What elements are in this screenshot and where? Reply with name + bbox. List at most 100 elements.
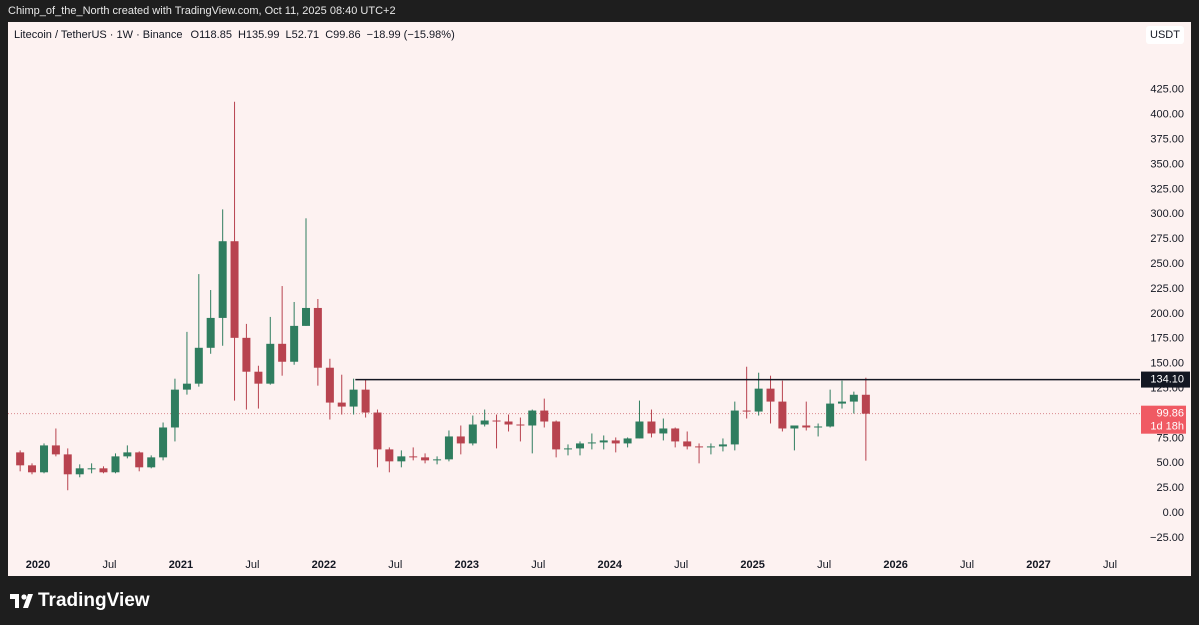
y-tick-label: 275.00 bbox=[1150, 233, 1184, 245]
candle-body bbox=[254, 371, 263, 384]
candle-body bbox=[671, 428, 680, 442]
candle-body bbox=[576, 443, 585, 449]
y-tick-label: 325.00 bbox=[1150, 183, 1184, 195]
candle-body bbox=[492, 420, 501, 422]
candle-body bbox=[397, 456, 406, 462]
quote: O118.85 H135.99 L52.71 C99.86 −18.99 (−15.98… bbox=[191, 29, 455, 41]
logo-shape bbox=[10, 594, 19, 599]
x-tick-label: 2026 bbox=[883, 559, 907, 571]
candle-body bbox=[790, 425, 799, 429]
x-tick-label: Jul bbox=[817, 559, 831, 571]
header-text: Chimp_of_the_North created with TradingV… bbox=[8, 5, 396, 17]
candle-body bbox=[433, 459, 442, 461]
currency: USDT bbox=[1150, 29, 1180, 41]
candle-body bbox=[337, 402, 346, 407]
candle-body bbox=[766, 388, 775, 402]
candle-body bbox=[123, 452, 132, 457]
candle-body bbox=[194, 347, 203, 384]
candle-body bbox=[87, 468, 96, 470]
quote-value: H135.99 bbox=[238, 29, 280, 41]
y-tick-label: 250.00 bbox=[1150, 258, 1184, 270]
quote-value: C99.86 bbox=[325, 29, 360, 41]
quote-value: −18.99 (−15.98%) bbox=[367, 29, 455, 41]
x-tick-label: Jul bbox=[1103, 559, 1117, 571]
footer-logo bbox=[10, 594, 33, 608]
x-tick-label: 2023 bbox=[455, 559, 479, 571]
candle-body bbox=[51, 445, 60, 455]
logo-shape bbox=[23, 594, 33, 608]
y-tick-label: 25.00 bbox=[1156, 482, 1184, 494]
x-tick-label: 2022 bbox=[312, 559, 336, 571]
level-label-box bbox=[1141, 371, 1190, 388]
x-tick-label: Jul bbox=[245, 559, 259, 571]
candle-body bbox=[563, 448, 572, 450]
candle-body bbox=[480, 420, 489, 425]
candle-body bbox=[421, 457, 430, 461]
candle-body bbox=[99, 468, 108, 473]
candle-body bbox=[409, 456, 418, 458]
x-tick-label: Jul bbox=[388, 559, 402, 571]
candle-body bbox=[540, 410, 549, 422]
candle-body bbox=[266, 343, 275, 384]
x-tick-label: 2024 bbox=[597, 559, 622, 571]
y-tick-label: 350.00 bbox=[1150, 158, 1184, 170]
candle-body bbox=[826, 403, 835, 427]
logo-shape bbox=[21, 594, 27, 600]
candle-body bbox=[552, 421, 561, 450]
candle-body bbox=[40, 445, 49, 473]
quote-value: L52.71 bbox=[286, 29, 320, 41]
candle-body bbox=[695, 446, 704, 448]
candle-body bbox=[528, 410, 537, 426]
candle-body bbox=[135, 452, 144, 468]
last-price-box bbox=[1141, 405, 1186, 434]
candle-body bbox=[861, 394, 870, 414]
last-price-label: 99.86 bbox=[1156, 408, 1184, 420]
candle-body bbox=[63, 454, 72, 475]
candle-body bbox=[147, 457, 156, 468]
y-tick-label: 75.00 bbox=[1156, 432, 1184, 444]
x-tick-label: Jul bbox=[102, 559, 116, 571]
candle-body bbox=[373, 412, 382, 450]
candle-body bbox=[706, 446, 715, 448]
y-tick-label: 175.00 bbox=[1150, 333, 1184, 345]
candle-body bbox=[659, 428, 668, 434]
candle-body bbox=[754, 388, 763, 412]
candle-body bbox=[361, 389, 370, 413]
candle-body bbox=[230, 241, 239, 338]
candle-body bbox=[683, 441, 692, 447]
candle-body bbox=[278, 343, 287, 362]
candle-body bbox=[802, 425, 811, 428]
x-tick-label: Jul bbox=[531, 559, 545, 571]
candle-body bbox=[730, 410, 739, 445]
candle-body bbox=[206, 317, 215, 348]
candle-body bbox=[718, 444, 727, 447]
y-tick-label: 200.00 bbox=[1150, 308, 1184, 320]
candle-body bbox=[159, 427, 168, 458]
candle-body bbox=[849, 394, 858, 402]
candle-body bbox=[778, 401, 787, 429]
y-tick-label: 50.00 bbox=[1156, 457, 1184, 469]
y-tick-label: 400.00 bbox=[1150, 109, 1184, 121]
y-tick-label: 375.00 bbox=[1150, 134, 1184, 146]
x-tick-label: 2021 bbox=[169, 559, 193, 571]
candle-body bbox=[516, 424, 525, 426]
x-tick-label: 2020 bbox=[26, 559, 50, 571]
candle-body bbox=[444, 436, 453, 460]
chart-background bbox=[8, 22, 1191, 576]
currency-box bbox=[1146, 26, 1184, 44]
candle-body bbox=[647, 421, 656, 434]
candle-body bbox=[28, 465, 37, 473]
footer-brand: TradingView bbox=[38, 590, 150, 611]
candle-body bbox=[111, 456, 120, 473]
candle-body bbox=[75, 468, 84, 475]
x-tick-label: 2027 bbox=[1026, 559, 1050, 571]
candle-body bbox=[349, 389, 358, 407]
quote-value: O118.85 bbox=[191, 29, 232, 41]
level-label: 134.10 bbox=[1150, 373, 1184, 385]
candle-body bbox=[742, 410, 751, 412]
candle-body bbox=[814, 426, 823, 428]
candle-body bbox=[635, 421, 644, 439]
candle-body bbox=[599, 440, 608, 443]
candle-body bbox=[385, 449, 394, 462]
y-tick-label: 0.00 bbox=[1163, 507, 1184, 519]
